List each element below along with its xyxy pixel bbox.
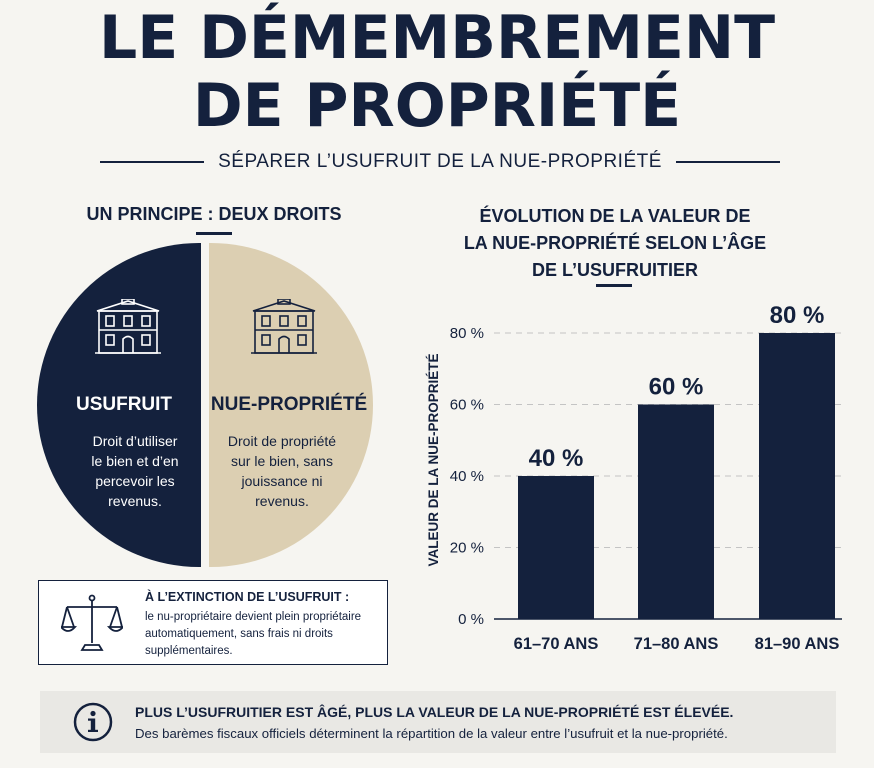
extinction-title: À L’EXTINCTION DE L’USUFRUIT : — [145, 590, 350, 604]
subtitle-rule-right — [675, 161, 781, 163]
data-label: 80 % — [770, 302, 825, 329]
building-icon — [95, 299, 161, 354]
extinction-callout: À L’EXTINCTION DE L’USUFRUIT : le nu-pro… — [38, 580, 388, 665]
data-label: 60 % — [649, 374, 704, 401]
scales-icon — [61, 594, 123, 651]
x-tick-labels: 61–70 ANS 71–80 ANS 81–90 ANS — [514, 635, 840, 653]
usufruit-desc-line: Droit d’utiliser — [92, 433, 178, 449]
chart-title: ÉVOLUTION DE LA VALEUR DE LA NUE-PROPRIÉ… — [440, 203, 790, 284]
x-tick-label: 81–90 ANS — [755, 635, 840, 653]
subtitle-row: SÉPARER L’USUFRUIT DE LA NUE-PROPRIÉTÉ — [100, 150, 781, 174]
nue-propriete-title: NUE-PROPRIÉTÉ — [210, 394, 368, 415]
bars — [518, 333, 835, 619]
page-title: LE DÉMEMBREMENT DE PROPRIÉTÉ — [0, 4, 874, 140]
nue-propriete-desc-line: jouissance ni — [241, 473, 323, 489]
bar — [759, 333, 835, 619]
usufruit-desc-line: revenus. — [108, 493, 162, 509]
y-tick-label: 40 % — [450, 468, 484, 485]
usufruit-description: Droit d’utiliser le bien et d’en percevo… — [71, 431, 199, 511]
info-icon — [73, 702, 113, 742]
extinction-text-line: le nu-propriétaire devient plein proprié… — [145, 611, 362, 623]
principle-heading-rule — [196, 232, 232, 235]
page-title-line-1: LE DÉMEMBREMENT — [98, 3, 776, 73]
bar — [638, 404, 714, 619]
chart-title-line: DE L’USUFRUITIER — [531, 260, 698, 280]
data-labels: 40 % 60 % 80 % — [529, 302, 825, 472]
chart-title-line: LA NUE-PROPRIÉTÉ SELON L’ÂGE — [463, 233, 767, 253]
y-tick-label: 80 % — [450, 325, 484, 342]
nue-propriete-panel: NUE-PROPRIÉTÉ Droit de propriété sur le … — [209, 243, 373, 567]
usufruit-title: USUFRUIT — [75, 394, 173, 415]
chart-title-line: ÉVOLUTION DE LA VALEUR DE — [479, 206, 751, 226]
nue-propriete-description: Droit de propriété sur le bien, sans jou… — [217, 431, 347, 511]
bar — [518, 476, 594, 619]
y-tick-labels: 0 % 20 % 40 % 60 % 80 % — [450, 325, 484, 628]
info-footer: PLUS L’USUFRUITIER EST ÂGÉ, PLUS LA VALE… — [40, 691, 836, 753]
usufruit-desc-line: le bien et d’en — [91, 453, 179, 469]
x-tick-label: 71–80 ANS — [634, 635, 719, 653]
x-tick-label: 61–70 ANS — [514, 635, 599, 653]
nue-propriete-desc-line: Droit de propriété — [227, 433, 337, 449]
data-label: 40 % — [529, 445, 584, 472]
y-tick-label: 20 % — [450, 540, 484, 557]
usufruit-panel: USUFRUIT Droit d’utiliser le bien et d’e… — [37, 243, 201, 567]
extinction-text-line: automatiquement, sans frais ni droits — [145, 628, 333, 640]
principle-heading: UN PRINCIPE : DEUX DROITS — [86, 204, 342, 224]
page-subtitle: SÉPARER L’USUFRUIT DE LA NUE-PROPRIÉTÉ — [218, 151, 662, 172]
footer-title: PLUS L’USUFRUITIER EST ÂGÉ, PLUS LA VALE… — [135, 704, 734, 720]
extinction-text-line: supplémentaires. — [145, 645, 233, 657]
subtitle-rule-left — [100, 161, 205, 163]
nue-propriete-desc-line: revenus. — [255, 493, 309, 509]
y-tick-label: 0 % — [458, 611, 484, 628]
nue-propriete-desc-line: sur le bien, sans — [231, 453, 333, 469]
bar-chart: 0 % 20 % 40 % 60 % 80 % 40 % 60 % 80 % 61–70 A… — [426, 302, 842, 653]
y-axis-label: VALEUR DE LA NUE-PROPRIÉTÉ — [426, 353, 441, 566]
footer-text: Des barèmes fiscaux officiels déterminen… — [135, 726, 728, 741]
extinction-text: le nu-propriétaire devient plein proprié… — [145, 609, 381, 660]
usufruit-desc-line: percevoir les — [95, 473, 175, 489]
chart-title-rule — [596, 284, 632, 287]
page-title-line-2: DE PROPRIÉTÉ — [192, 71, 682, 141]
building-icon — [251, 299, 317, 354]
y-tick-label: 60 % — [450, 397, 484, 414]
